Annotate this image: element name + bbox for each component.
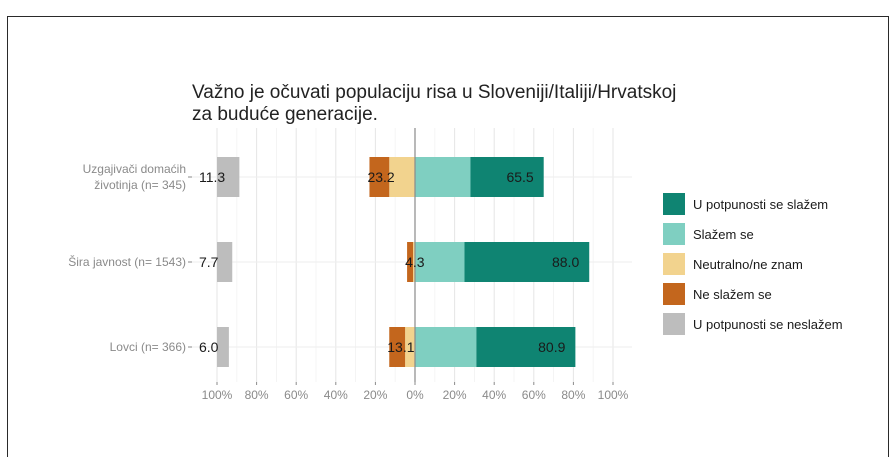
x-tick-label: 40% xyxy=(482,388,506,402)
data-label-neutral: 7.7 xyxy=(199,254,219,270)
bar-segment xyxy=(415,327,477,367)
data-label-negative: 4.3 xyxy=(405,254,425,270)
bar-segment xyxy=(470,157,544,197)
bar-segment xyxy=(389,327,406,367)
data-label-positive: 65.5 xyxy=(506,169,533,185)
x-tick-label: 20% xyxy=(363,388,387,402)
bar-segment xyxy=(407,242,414,282)
bar-segment xyxy=(369,157,390,197)
category-label: Šira javnost (n= 1543) xyxy=(68,254,186,269)
x-tick-label: 80% xyxy=(561,388,585,402)
bar-segment xyxy=(476,327,576,367)
bar-segment xyxy=(405,327,415,367)
x-tick-label: 80% xyxy=(245,388,269,402)
bar-segment xyxy=(389,157,415,197)
legend-label: Neutralno/ne znam xyxy=(693,257,803,272)
bar-segment xyxy=(413,242,415,282)
legend-label: Ne slažem se xyxy=(693,287,772,302)
bar-segment xyxy=(217,327,229,367)
bar-segment xyxy=(464,242,590,282)
category-label: Lovci (n= 366) xyxy=(110,340,186,354)
data-label-positive: 80.9 xyxy=(538,339,565,355)
chart-frame xyxy=(7,16,889,457)
x-tick-label: 60% xyxy=(284,388,308,402)
x-tick-label: 100% xyxy=(598,388,629,402)
legend-swatch xyxy=(663,193,685,215)
bar-segment xyxy=(217,242,233,282)
x-tick-label: 0% xyxy=(406,388,424,402)
x-tick-label: 60% xyxy=(522,388,546,402)
chart-title-line: za buduće generacije. xyxy=(192,104,378,125)
legend-label: Slažem se xyxy=(693,227,754,242)
bar-segment xyxy=(415,242,465,282)
legend-swatch xyxy=(663,283,685,305)
legend-label: U potpunosti se neslažem xyxy=(693,317,843,332)
x-tick-label: 40% xyxy=(324,388,348,402)
x-tick-label: 20% xyxy=(443,388,467,402)
data-label-neutral: 11.3 xyxy=(199,169,225,185)
data-label-neutral: 6.0 xyxy=(199,339,219,355)
data-label-negative: 23.2 xyxy=(367,169,394,185)
category-label: Uzgajivači domaćih xyxy=(83,162,186,176)
chart-title-line: Važno je očuvati populaciju risa u Slove… xyxy=(192,82,676,103)
legend-swatch xyxy=(663,313,685,335)
x-tick-label: 100% xyxy=(202,388,233,402)
category-label: životinja (n= 345) xyxy=(94,178,186,192)
legend-label: U potpunosti se slažem xyxy=(693,197,828,212)
legend-swatch xyxy=(663,253,685,275)
legend-swatch xyxy=(663,223,685,245)
data-label-positive: 88.0 xyxy=(552,254,579,270)
bar-segment xyxy=(217,157,240,197)
data-label-negative: 13.1 xyxy=(387,339,414,355)
bar-segment xyxy=(415,157,471,197)
